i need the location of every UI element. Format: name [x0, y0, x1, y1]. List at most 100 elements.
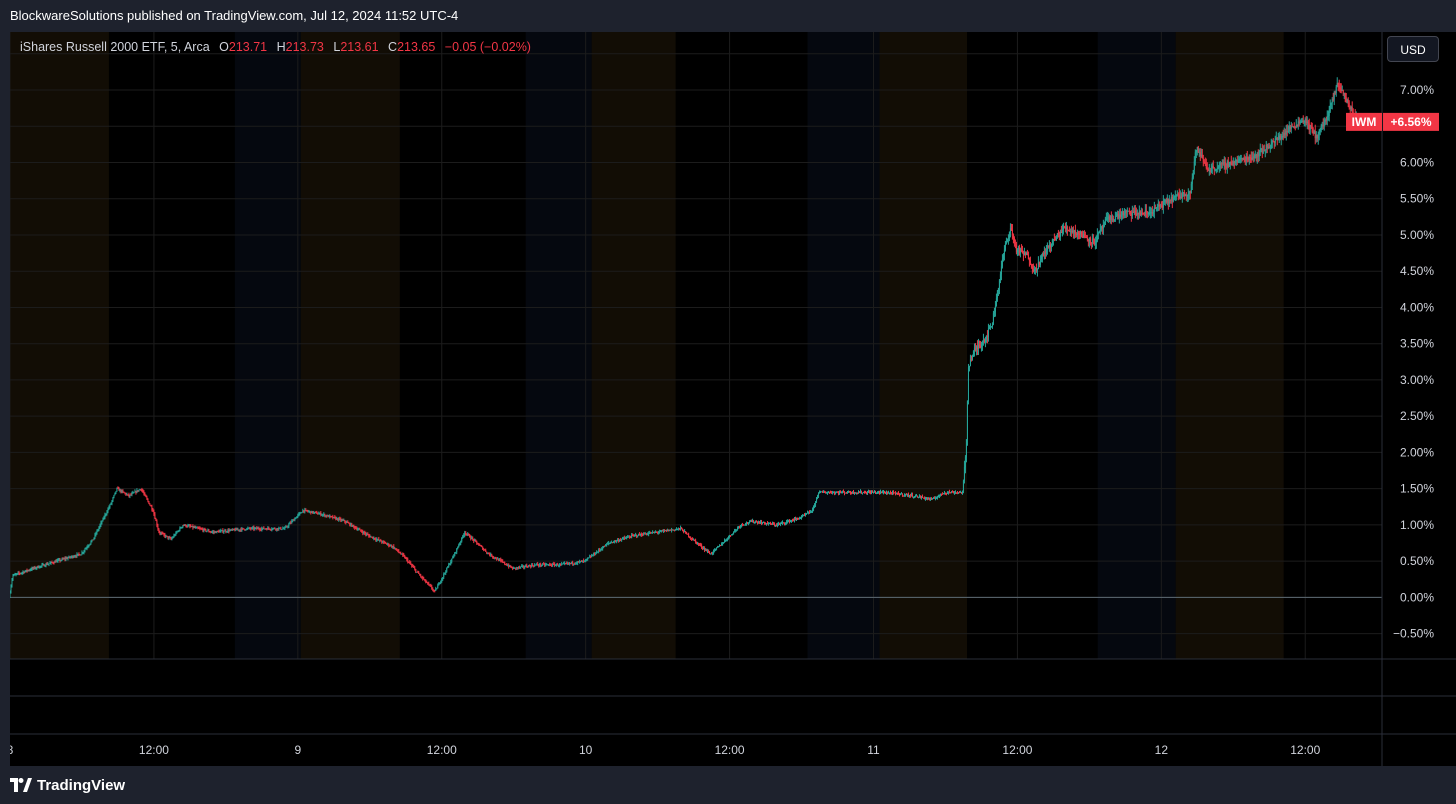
candle-body — [15, 574, 17, 576]
candle-body — [1305, 118, 1307, 124]
candle-body — [621, 539, 623, 541]
candle-body — [1194, 152, 1196, 162]
candle-body — [770, 522, 772, 524]
candle-body — [769, 522, 771, 524]
candle-body — [548, 564, 550, 566]
candle-body — [1323, 121, 1325, 127]
chart-area[interactable]: −0.50% 0.00% 0.50% 1.00% 1.50% 2.00% 2.50% 3.00… — [10, 32, 1456, 766]
candle-body — [691, 538, 693, 540]
candle-body — [102, 518, 104, 522]
candle-body — [582, 560, 584, 562]
candle-body — [850, 492, 852, 494]
candle-body — [1262, 150, 1264, 154]
candle-body — [1293, 126, 1295, 128]
candle-body — [594, 553, 596, 555]
candle-body — [723, 542, 725, 544]
candle-body — [1330, 103, 1332, 106]
y-tick-label: 7.00% — [1400, 83, 1434, 97]
candle-body — [695, 540, 697, 542]
instrument-label: iShares Russell 2000 ETF, 5, Arca — [20, 40, 210, 54]
candle-body — [224, 530, 226, 532]
x-tick-label: 12:00 — [1290, 743, 1320, 757]
candle-body — [700, 544, 702, 546]
candle-body — [671, 529, 673, 531]
candle-body — [868, 491, 870, 493]
candle-body — [159, 532, 161, 534]
candle-body — [1063, 226, 1065, 228]
candle-body — [462, 536, 464, 538]
candle-body — [1016, 249, 1018, 253]
candle-body — [1059, 232, 1061, 237]
candle-body — [877, 491, 879, 493]
candle-body — [192, 526, 194, 528]
candle-body — [306, 510, 308, 512]
candle-body — [820, 491, 822, 493]
candle-body — [530, 565, 532, 567]
candle-body — [195, 527, 197, 529]
candle-body — [333, 516, 335, 518]
candle-body — [392, 546, 394, 548]
candle-body — [787, 521, 789, 523]
candle-body — [497, 558, 499, 560]
candle-body — [1171, 196, 1173, 202]
candle-body — [978, 345, 980, 347]
candle-body — [1119, 214, 1121, 217]
candle-body — [174, 535, 176, 537]
candle-body — [236, 528, 238, 530]
candle-body — [276, 528, 278, 530]
candle-body — [569, 562, 571, 564]
candle-body — [748, 523, 750, 525]
candle-body — [138, 489, 140, 492]
candle-body — [39, 565, 41, 568]
candle-body — [167, 536, 169, 539]
candle-body — [842, 491, 844, 493]
candle-body — [643, 533, 645, 536]
currency-button[interactable]: USD — [1387, 36, 1439, 62]
candle-body — [661, 530, 663, 532]
candle-body — [1181, 193, 1183, 198]
candle-body — [1021, 250, 1023, 253]
candle-body — [125, 493, 127, 495]
candle-body — [613, 541, 615, 543]
candle-body — [123, 491, 125, 493]
candle-body — [526, 565, 528, 567]
candle-body — [1294, 126, 1296, 128]
candle-body — [315, 512, 317, 514]
candle-body — [888, 492, 890, 494]
candle-body — [1134, 210, 1136, 214]
candle-body — [464, 532, 466, 536]
candle-body — [1170, 196, 1172, 201]
candle-body — [593, 553, 595, 556]
candle-body — [524, 566, 526, 568]
candle-body — [456, 548, 458, 553]
candle-body — [977, 345, 979, 349]
candle-body — [1057, 233, 1059, 235]
candle-body — [1140, 212, 1142, 215]
candle-body — [1344, 93, 1346, 98]
candle-body — [1242, 158, 1244, 160]
candle-body — [1095, 240, 1097, 243]
candle-body — [1256, 152, 1258, 158]
candle-body — [518, 566, 520, 568]
candle-body — [1289, 126, 1291, 129]
candle-body — [52, 562, 54, 564]
candle-body — [781, 522, 783, 524]
candle-body — [151, 506, 153, 510]
candle-body — [1128, 210, 1130, 212]
candle-body — [204, 528, 206, 530]
candle-body — [359, 529, 361, 531]
candle-body — [1174, 195, 1176, 198]
candle-body — [982, 340, 984, 343]
candle-body — [65, 558, 67, 560]
candle-body — [777, 524, 779, 526]
price-chart-svg[interactable]: −0.50% 0.00% 0.50% 1.00% 1.50% 2.00% 2.50% 3.00… — [10, 32, 1456, 766]
candle-body — [156, 520, 158, 526]
candle-body — [73, 556, 75, 558]
candle-body — [216, 531, 218, 533]
candle-body — [198, 528, 200, 530]
candle-body — [752, 520, 754, 522]
candle-body — [645, 533, 647, 535]
candle-body — [557, 564, 559, 566]
candle-body — [212, 531, 214, 533]
candle-body — [907, 494, 909, 497]
